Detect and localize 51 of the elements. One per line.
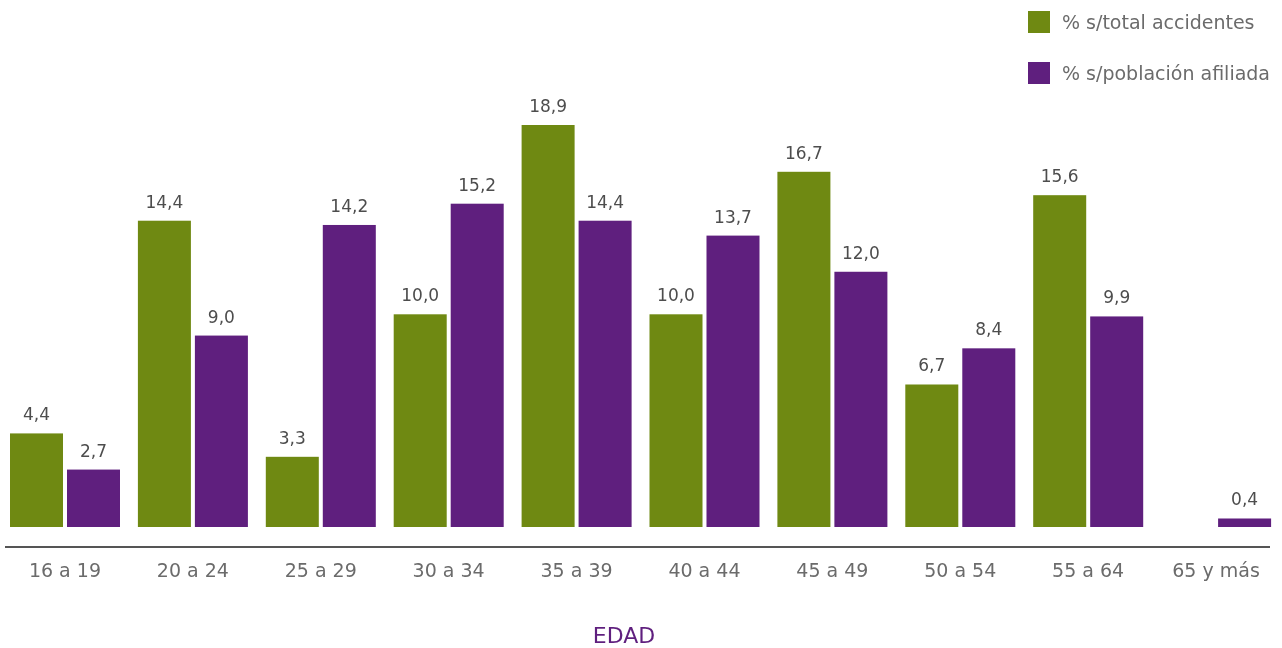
bar — [322, 224, 376, 527]
x-tick-label: 30 a 34 — [412, 559, 485, 581]
data-label: 15,2 — [458, 174, 497, 195]
x-tick-label: 25 a 29 — [284, 559, 357, 581]
bar — [265, 456, 319, 527]
legend-label: % s/población afiliada — [1062, 62, 1271, 84]
data-label: 9,9 — [1103, 287, 1131, 308]
data-label: 10,0 — [657, 285, 695, 306]
data-label: 10,0 — [401, 285, 440, 306]
x-tick-label: 16 a 19 — [28, 559, 101, 581]
data-label: 9,0 — [207, 306, 235, 327]
x-tick-label: 20 a 24 — [156, 559, 229, 581]
bar — [962, 348, 1016, 527]
data-label: 13,7 — [714, 206, 752, 227]
bar — [905, 384, 959, 527]
data-label: 8,4 — [975, 319, 1003, 340]
bar — [450, 203, 504, 527]
x-tick-label: 65 y más — [1172, 559, 1260, 581]
legend-label: % s/total accidentes — [1062, 11, 1255, 33]
bar — [137, 220, 191, 527]
data-label: 0,4 — [1231, 489, 1259, 510]
data-label: 12,0 — [841, 242, 880, 263]
bar — [393, 314, 447, 527]
x-axis-title: EDAD — [592, 623, 656, 648]
x-tick-label: 35 a 39 — [540, 559, 613, 581]
data-label: 4,4 — [22, 404, 51, 425]
bar — [521, 125, 575, 527]
bar — [834, 271, 888, 527]
bar — [194, 335, 248, 527]
bar — [66, 469, 120, 527]
bar — [1218, 518, 1272, 527]
data-label: 15,6 — [1040, 166, 1079, 187]
data-label: 14,4 — [586, 191, 625, 212]
data-label: 3,3 — [278, 427, 306, 448]
bar — [649, 314, 703, 527]
data-label: 14,4 — [145, 191, 184, 212]
x-tick-label: 55 a 64 — [1052, 559, 1125, 581]
bar — [1033, 195, 1087, 527]
x-tick-label: 45 a 49 — [796, 559, 869, 581]
bar — [578, 220, 632, 527]
bar — [10, 433, 64, 527]
data-label: 16,7 — [784, 142, 823, 163]
data-label: 2,7 — [79, 440, 108, 461]
bar — [1090, 316, 1144, 527]
data-label: 18,9 — [529, 96, 568, 116]
x-tick-label: 40 a 44 — [668, 559, 741, 581]
bar — [777, 171, 831, 527]
data-label: 14,2 — [330, 195, 369, 216]
bar — [706, 235, 760, 527]
data-label: 6,7 — [918, 355, 946, 376]
x-tick-label: 50 a 54 — [924, 559, 997, 581]
